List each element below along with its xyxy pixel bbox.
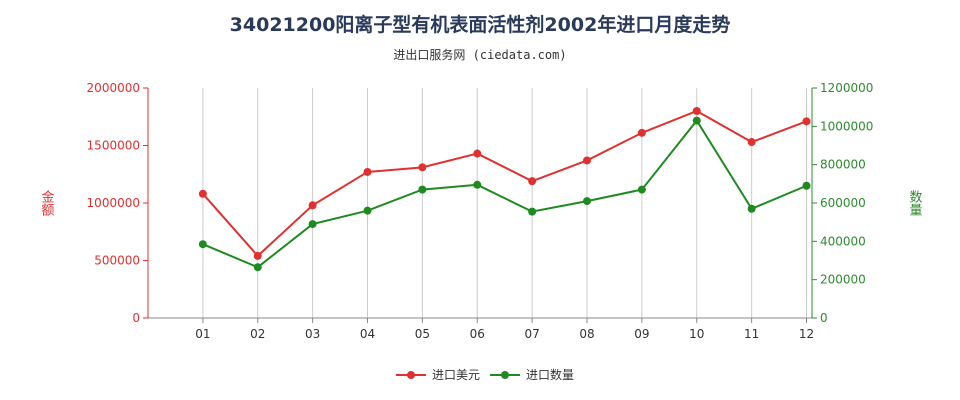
y-tick-label-right: 0	[820, 311, 828, 325]
data-point	[418, 185, 427, 194]
y-tick-label-right: 1000000	[820, 119, 873, 133]
legend-swatch-marker	[501, 371, 509, 379]
legend[interactable]: 进口美元 进口数量	[396, 367, 574, 382]
tick-labels: 0 500000 1000000 1500000 2000000 0 200000 40000…	[39, 81, 923, 341]
y-tick-label-right: 600000	[820, 196, 866, 210]
data-point	[802, 181, 811, 190]
vertical-grid	[202, 88, 808, 318]
data-point	[473, 149, 482, 158]
axes	[143, 87, 817, 323]
legend-swatch-marker	[407, 371, 415, 379]
data-point	[637, 128, 646, 137]
data-point	[418, 163, 427, 172]
series-line	[202, 118, 807, 269]
data-point	[198, 240, 207, 249]
x-tick-label: 05	[415, 327, 430, 341]
y-tick-label-left: 1000000	[87, 196, 140, 210]
data-point	[253, 263, 262, 272]
y-tick-label-left: 500000	[94, 254, 140, 268]
data-point	[747, 138, 756, 147]
data-point	[583, 197, 592, 206]
y-tick-label-left: 2000000	[87, 81, 140, 95]
chart-subtitle: 进出口服务网 (ciedata.com)	[393, 48, 567, 62]
x-tick-label: 06	[470, 327, 485, 341]
data-point	[308, 201, 317, 210]
data-point	[583, 156, 592, 165]
x-tick-label: 11	[744, 327, 759, 341]
y-tick-label-left: 1500000	[87, 139, 140, 153]
data-point	[802, 117, 811, 126]
x-tick-label: 09	[634, 327, 649, 341]
chart-title: 34021200阳离子型有机表面活性剂2002年进口月度走势	[229, 14, 731, 36]
y-tick-label-right: 800000	[820, 158, 866, 172]
data-point	[692, 116, 701, 125]
y-tick-label-right: 1200000	[820, 81, 873, 95]
x-tick-label: 10	[689, 327, 704, 341]
legend-label: 进口数量	[526, 367, 574, 382]
x-tick-label: 03	[305, 327, 320, 341]
y-axis-label-right: 数量	[907, 190, 923, 216]
series-line	[202, 109, 807, 258]
data-point	[308, 220, 317, 229]
x-tick-label: 01	[195, 327, 210, 341]
y-tick-label-right: 200000	[820, 273, 866, 287]
y-tick-label-left: 0	[132, 311, 140, 325]
x-tick-label: 08	[579, 327, 594, 341]
data-point	[473, 180, 482, 189]
data-point	[198, 189, 207, 198]
data-point	[253, 251, 262, 260]
series	[198, 107, 811, 272]
data-point	[528, 177, 537, 186]
x-tick-label: 12	[799, 327, 814, 341]
x-tick-label: 04	[360, 327, 375, 341]
data-point	[528, 207, 537, 216]
x-tick-label: 07	[524, 327, 539, 341]
x-tick-label: 02	[250, 327, 265, 341]
legend-label: 进口美元	[432, 368, 480, 382]
data-point	[692, 107, 701, 115]
data-point	[363, 167, 372, 176]
y-tick-label-right: 400000	[820, 234, 866, 248]
data-point	[747, 204, 756, 213]
data-point	[637, 185, 646, 194]
y-axis-label-left: 金额	[39, 189, 55, 217]
data-point	[363, 206, 372, 215]
